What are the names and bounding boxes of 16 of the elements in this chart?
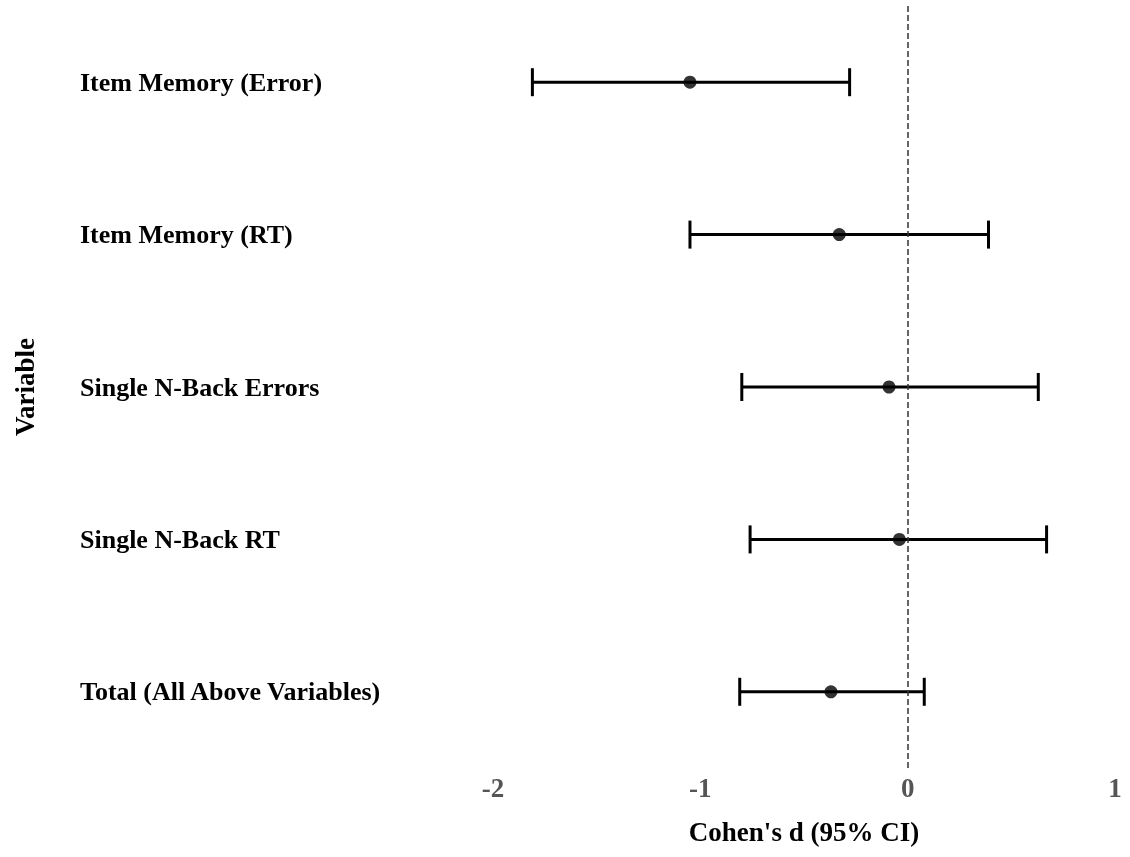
point [683, 75, 697, 89]
point [882, 380, 896, 394]
point [832, 228, 846, 242]
x-tick-label: -2 [481, 772, 505, 803]
y-tick-label: Item Memory (RT) [80, 220, 293, 250]
x-tick-label: -1 [689, 772, 712, 803]
y-tick-label: Total (All Above Variables) [80, 677, 381, 707]
y-tick-label: Single N-Back RT [80, 524, 280, 554]
point [892, 532, 906, 546]
x-tick-label: 0 [900, 772, 915, 803]
y-tick-label: Single N-Back Errors [80, 372, 320, 402]
point [824, 685, 838, 699]
x-axis-title: Cohen's d (95% CI) [688, 816, 920, 847]
y-tick-label: Item Memory (Error) [80, 67, 323, 97]
y-axis-title: Variable [9, 337, 40, 437]
x-tick-label: 1 [1108, 772, 1122, 803]
